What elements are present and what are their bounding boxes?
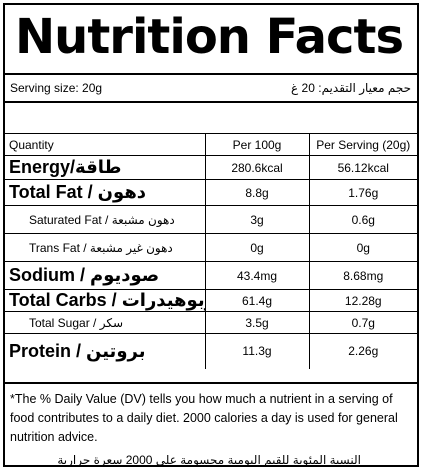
header-quantity: Quantity [5, 133, 206, 156]
header-per-100g: Per 100g [204, 133, 310, 156]
serving-size-ar: حجم معيار التقديم: 20 غ [291, 81, 411, 95]
daily-value-footnote: *The % Daily Value (DV) tells you how mu… [10, 392, 398, 444]
total-sugar-label: Total Sugar / سكر [5, 311, 206, 334]
total-carbs-per-100g: 61.4g [204, 289, 310, 312]
total-carbs-per-serving: 12.28g [308, 289, 417, 312]
saturated-fat-per-100g: 3g [204, 205, 310, 234]
trans-fat-per-serving: 0g [308, 233, 417, 262]
protein-per-100g: 11.3g [204, 333, 310, 369]
sodium-per-serving: 8.68mg [308, 261, 417, 290]
table-row-total-carbs: Total Carbs / كربوهيدرات 61.4g 12.28g [5, 289, 417, 312]
protein-label: Protein / بروتين [5, 333, 206, 369]
serving-size-en: Serving size: 20g [10, 81, 103, 95]
nutrients-table: Quantity Per 100g Per Serving (20g) Ener… [5, 133, 417, 369]
divider [5, 73, 417, 75]
total-sugar-per-serving: 0.7g [308, 311, 417, 334]
total-carbs-label: Total Carbs / كربوهيدرات [5, 289, 206, 312]
table-row-total-sugar: Total Sugar / سكر 3.5g 0.7g [5, 311, 417, 334]
header-per-serving: Per Serving (20g) [308, 133, 417, 156]
sodium-per-100g: 43.4mg [204, 261, 310, 290]
saturated-fat-per-serving: 0.6g [308, 205, 417, 234]
saturated-fat-label: Saturated Fat / دهون مشبعة [5, 205, 206, 234]
trans-fat-label: Trans Fat / دهون غير مشبعة [5, 233, 206, 262]
divider [5, 101, 417, 103]
table-row-total-fat: Total Fat / دهون 8.8g 1.76g [5, 179, 417, 206]
table-row-protein: Protein / بروتين 11.3g 2.26g [5, 333, 417, 369]
energy-label: Energy/طاقة [5, 155, 206, 180]
nutrition-label: Nutrition Facts Serving size: 20g حجم مع… [3, 3, 419, 467]
total-fat-per-serving: 1.76g [308, 179, 417, 206]
table-row-sodium: Sodium / صوديوم 43.4mg 8.68mg [5, 261, 417, 290]
divider [5, 382, 417, 384]
table-row-trans-fat: Trans Fat / دهون غير مشبعة 0g 0g [5, 233, 417, 262]
daily-value-footnote-ar: النسبة المئوية للقيم اليومية محسومة على … [57, 453, 361, 467]
trans-fat-per-100g: 0g [204, 233, 310, 262]
protein-per-serving: 2.26g [308, 333, 417, 369]
table-header-row: Quantity Per 100g Per Serving (20g) [5, 133, 417, 156]
label-title: Nutrition Facts [15, 9, 404, 65]
total-fat-per-100g: 8.8g [204, 179, 310, 206]
total-fat-label: Total Fat / دهون [5, 179, 206, 206]
table-row-saturated-fat: Saturated Fat / دهون مشبعة 3g 0.6g [5, 205, 417, 234]
sodium-label: Sodium / صوديوم [5, 261, 206, 290]
total-sugar-per-100g: 3.5g [204, 311, 310, 334]
energy-per-100g: 280.6kcal [204, 155, 310, 180]
energy-per-serving: 56.12kcal [308, 155, 417, 180]
table-row-energy: Energy/طاقة 280.6kcal 56.12kcal [5, 155, 417, 180]
serving-size-row: Serving size: 20g حجم معيار التقديم: 20 … [5, 75, 417, 101]
